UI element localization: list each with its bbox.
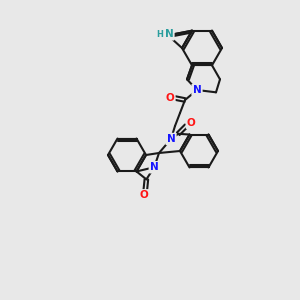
Text: N: N <box>165 29 173 39</box>
Text: N: N <box>150 162 159 172</box>
Text: O: O <box>187 118 196 128</box>
Text: O: O <box>166 93 174 103</box>
Text: O: O <box>140 190 149 200</box>
Text: N: N <box>193 85 201 95</box>
Text: H: H <box>157 30 164 39</box>
Text: N: N <box>167 134 176 144</box>
